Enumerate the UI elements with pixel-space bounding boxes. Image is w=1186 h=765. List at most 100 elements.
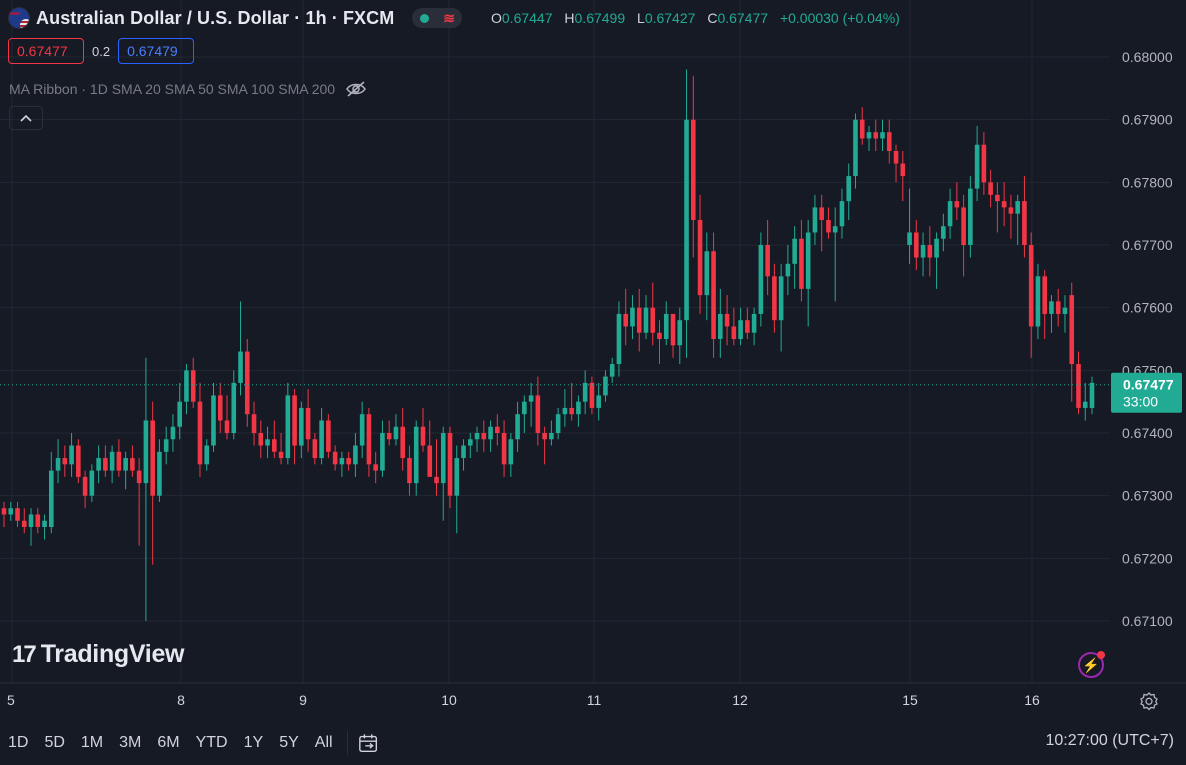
range-5d-button[interactable]: 5D <box>44 734 65 751</box>
range-all-button[interactable]: All <box>314 734 333 751</box>
candle-body <box>542 433 547 440</box>
eye-off-icon[interactable] <box>345 80 367 98</box>
candle-body <box>914 232 919 258</box>
candle-body <box>893 151 899 164</box>
candle-body <box>21 520 27 527</box>
candle-body <box>778 276 784 321</box>
candle-body <box>292 395 297 446</box>
collapse-legend-button[interactable] <box>9 106 43 130</box>
sell-button[interactable]: 0.67477 <box>8 38 84 64</box>
candle-body <box>576 401 581 415</box>
ohlc-low-key: L <box>637 10 645 26</box>
candle-body <box>711 251 716 339</box>
candle-body <box>616 313 622 365</box>
candle-body <box>481 433 487 440</box>
candle-body <box>718 313 723 339</box>
gear-icon[interactable] <box>1139 691 1159 711</box>
candle-body <box>826 219 831 233</box>
timezone-clock[interactable]: 10:27:00 (UTC+7) <box>1045 732 1174 749</box>
candle-body <box>109 451 115 471</box>
price-tick-label: 0.68000 <box>1122 49 1173 65</box>
time-axis[interactable]: 5 8 9 10 11 12 15 16 <box>7 692 1040 708</box>
symbol-title[interactable]: Australian Dollar / U.S. Dollar · 1h · F… <box>36 7 395 28</box>
candle-body <box>1015 201 1020 214</box>
candle-body <box>515 414 520 440</box>
ohlc-close-value: 0.67477 <box>717 10 769 26</box>
candle-body <box>643 307 649 333</box>
candle-body <box>934 238 939 258</box>
candle-body <box>177 401 182 427</box>
indicator-label[interactable]: MA Ribbon · 1D SMA 20 SMA 50 SMA 100 SMA… <box>9 81 336 97</box>
candle-body <box>474 433 480 440</box>
candle-body <box>846 176 852 202</box>
candle-body <box>76 445 81 477</box>
candle-body <box>772 276 777 321</box>
candle-body <box>231 382 237 433</box>
candle-body <box>1 508 7 515</box>
lightning-icon[interactable]: ⚡ <box>1078 651 1105 678</box>
range-ytd-button[interactable]: YTD <box>195 734 228 751</box>
candle-body <box>859 119 865 139</box>
candle-body <box>393 426 399 440</box>
candle-body <box>968 188 973 245</box>
indicator-legend[interactable]: MA Ribbon · 1D SMA 20 SMA 50 SMA 100 SMA… <box>9 80 367 98</box>
candle-body <box>697 219 703 296</box>
price-axis[interactable]: 0.680000.679000.678000.677000.676000.675… <box>1122 49 1173 629</box>
candle-body <box>89 470 95 496</box>
candle-body <box>657 332 662 339</box>
candle-body <box>596 395 601 408</box>
candle-body <box>927 245 933 258</box>
candle-body <box>96 458 101 471</box>
candle-body <box>305 407 311 440</box>
candle-body <box>434 476 439 484</box>
range-6m-button[interactable]: 6M <box>157 734 180 751</box>
candle-body <box>136 470 142 484</box>
candle-body <box>684 119 689 321</box>
ohlc-high-value: 0.67499 <box>574 10 626 26</box>
candle-body <box>1082 401 1088 408</box>
candle-body <box>251 414 257 433</box>
range-5y-button[interactable]: 5Y <box>279 734 299 751</box>
candle-body <box>954 201 960 208</box>
candle-body <box>299 407 304 446</box>
candle-body <box>562 407 568 415</box>
range-1d-button[interactable]: 1D <box>8 734 29 751</box>
range-1y-button[interactable]: 1Y <box>243 734 264 751</box>
buy-button[interactable]: 0.67479 <box>118 38 195 64</box>
candle-body <box>488 426 493 440</box>
candle-body <box>1069 295 1075 365</box>
market-status-pill[interactable]: ≋ <box>412 8 463 28</box>
calendar-goto-icon[interactable] <box>358 732 380 754</box>
candle-body <box>150 420 155 496</box>
candle-body <box>42 520 47 527</box>
range-3m-button[interactable]: 3M <box>119 734 142 751</box>
price-tick-label: 0.67100 <box>1122 613 1173 629</box>
candle-body <box>1028 245 1034 327</box>
symbol-header[interactable]: Australian Dollar / U.S. Dollar · 1h · F… <box>8 6 463 30</box>
candle-body <box>467 439 473 446</box>
candle-body <box>197 401 203 465</box>
candle-body <box>103 458 108 471</box>
candle-body <box>407 458 412 484</box>
candle-body <box>184 370 189 402</box>
range-1m-button[interactable]: 1M <box>80 734 104 751</box>
candle-body <box>1008 207 1014 214</box>
tradingview-watermark: 17 TradingView <box>12 640 185 669</box>
candle-body <box>427 445 433 477</box>
candle-body <box>832 226 838 233</box>
candle-body <box>738 320 743 339</box>
candle-body <box>380 433 385 471</box>
price-tick-label: 0.67600 <box>1122 300 1173 316</box>
candle-body <box>501 433 507 465</box>
candle-body <box>941 226 946 239</box>
candle-body <box>495 426 500 433</box>
candle-body <box>373 464 378 471</box>
candle-body <box>609 364 615 377</box>
candle-body <box>69 445 74 465</box>
candle-body <box>386 433 392 440</box>
candle-body <box>1001 201 1007 208</box>
trade-panel: 0.67477 0.2 0.67479 <box>8 38 195 64</box>
candle-body <box>400 426 406 459</box>
candle-body <box>413 426 419 484</box>
